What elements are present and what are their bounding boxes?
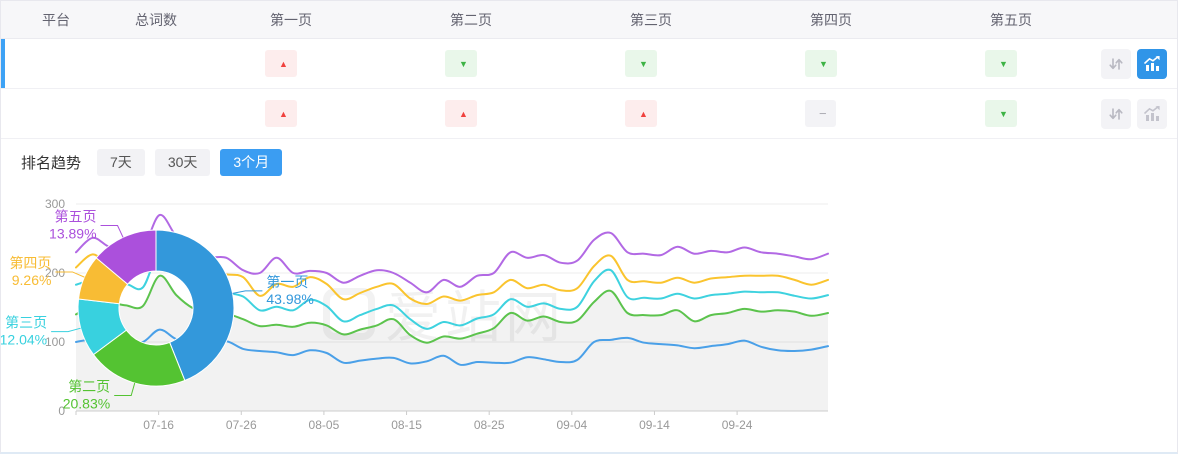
tab-30days[interactable]: 30天 — [154, 148, 211, 176]
col-header-total: 总词数 — [135, 11, 177, 28]
trend-down-icon: ▼ — [459, 58, 468, 69]
page-1-change-badge: ▲ — [265, 50, 297, 77]
up-down-sort-icon[interactable] — [1101, 98, 1131, 129]
svg-text:07-16: 07-16 — [143, 418, 174, 432]
up-down-sort-icon[interactable] — [1101, 48, 1131, 79]
tab-3months[interactable]: 3个月 — [220, 148, 283, 176]
svg-text:300: 300 — [45, 197, 65, 211]
trend-up-icon: ▲ — [279, 58, 288, 69]
page-4-cell: ▼ — [741, 50, 921, 77]
page-3-cell: ▲ — [561, 100, 741, 127]
page-3-cell: ▼ — [561, 50, 741, 77]
row-actions — [1101, 98, 1177, 129]
svg-text:第四页: 第四页 — [9, 255, 51, 271]
page-2-change-badge: ▲ — [445, 100, 477, 127]
col-header-page4: 第四页 — [810, 11, 852, 28]
table-row-PC端[interactable]: ▲ ▼ ▼ — [1, 39, 1177, 89]
table-body: ▲ ▼ ▼ — [1, 39, 1177, 139]
page-1-change-badge: ▲ — [265, 100, 297, 127]
svg-text:0: 0 — [58, 404, 65, 418]
page-4-change-badge: ▼ — [805, 50, 837, 77]
svg-text:09-24: 09-24 — [722, 418, 753, 432]
page-2-cell: ▲ — [381, 100, 561, 127]
svg-text:08-25: 08-25 — [474, 418, 505, 432]
svg-text:第五页: 第五页 — [55, 209, 97, 225]
donut-slice-第五页 — [95, 229, 157, 285]
trend-up-icon: ▲ — [279, 108, 288, 119]
trend-down-icon: ▼ — [639, 58, 648, 69]
page-3-change-badge: ▲ — [625, 100, 657, 127]
trend-flat-icon: − — [819, 106, 827, 121]
table-row-移动端[interactable]: ▲ ▲ ▲ — [1, 89, 1177, 139]
svg-text:09-04: 09-04 — [556, 418, 587, 432]
donut-slice-第一页 — [155, 229, 235, 382]
page-4-cell: − — [741, 100, 921, 127]
col-header-page1: 第一页 — [270, 11, 312, 28]
svg-text:20.83%: 20.83% — [63, 396, 110, 412]
col-header-page3: 第三页 — [630, 11, 672, 28]
page-4-change-badge: − — [805, 100, 836, 127]
col-header-platform: 平台 — [42, 11, 70, 28]
page-5-change-badge: ▼ — [985, 100, 1017, 127]
svg-text:09-14: 09-14 — [639, 418, 670, 432]
page-5-change-badge: ▼ — [985, 50, 1017, 77]
svg-text:13.89%: 13.89% — [49, 226, 96, 242]
trend-down-icon: ▼ — [999, 108, 1008, 119]
trend-up-icon: ▲ — [459, 108, 468, 119]
trend-line-chart-icon[interactable] — [1137, 98, 1167, 129]
svg-text:07-26: 07-26 — [226, 418, 257, 432]
row-actions — [1101, 48, 1177, 79]
svg-text:12.04%: 12.04% — [1, 332, 47, 348]
trend-down-icon: ▼ — [999, 58, 1008, 69]
page-2-cell: ▼ — [381, 50, 561, 77]
page-5-cell: ▼ — [921, 100, 1101, 127]
page-3-change-badge: ▼ — [625, 50, 657, 77]
svg-text:100: 100 — [45, 335, 65, 349]
svg-text:200: 200 — [45, 266, 65, 280]
rank-table: 平台 总词数 第一页 第二页 第三页 第四页 第五页 ▲ — [1, 1, 1177, 139]
charts-region: 爱站网 0 100 200 300 07-16 07-26 08-05 08-15 08-25 0… — [1, 185, 1177, 452]
trend-down-icon: ▼ — [819, 58, 828, 69]
svg-text:第三页: 第三页 — [5, 315, 47, 331]
svg-text:08-05: 08-05 — [309, 418, 340, 432]
svg-text:第一页: 第一页 — [266, 274, 308, 290]
page-2-change-badge: ▼ — [445, 50, 477, 77]
col-header-page5: 第五页 — [990, 11, 1032, 28]
svg-text:08-15: 08-15 — [391, 418, 422, 432]
trend-section-title: 排名趋势 — [21, 154, 82, 172]
trend-up-icon: ▲ — [639, 108, 648, 119]
trend-toolbar: 排名趋势 7天 30天 3个月 — [1, 139, 1177, 185]
page-1-cell: ▲ — [201, 100, 381, 127]
svg-text:第二页: 第二页 — [68, 379, 110, 395]
svg-text:43.98%: 43.98% — [266, 291, 313, 307]
page-5-cell: ▼ — [921, 50, 1101, 77]
svg-text:9.26%: 9.26% — [12, 272, 52, 288]
trend-line-chart-icon[interactable] — [1137, 48, 1167, 79]
col-header-page2: 第二页 — [450, 11, 492, 28]
tab-7days[interactable]: 7天 — [97, 148, 145, 176]
table-header: 平台 总词数 第一页 第二页 第三页 第四页 第五页 — [1, 1, 1177, 39]
page-1-cell: ▲ — [201, 50, 381, 77]
